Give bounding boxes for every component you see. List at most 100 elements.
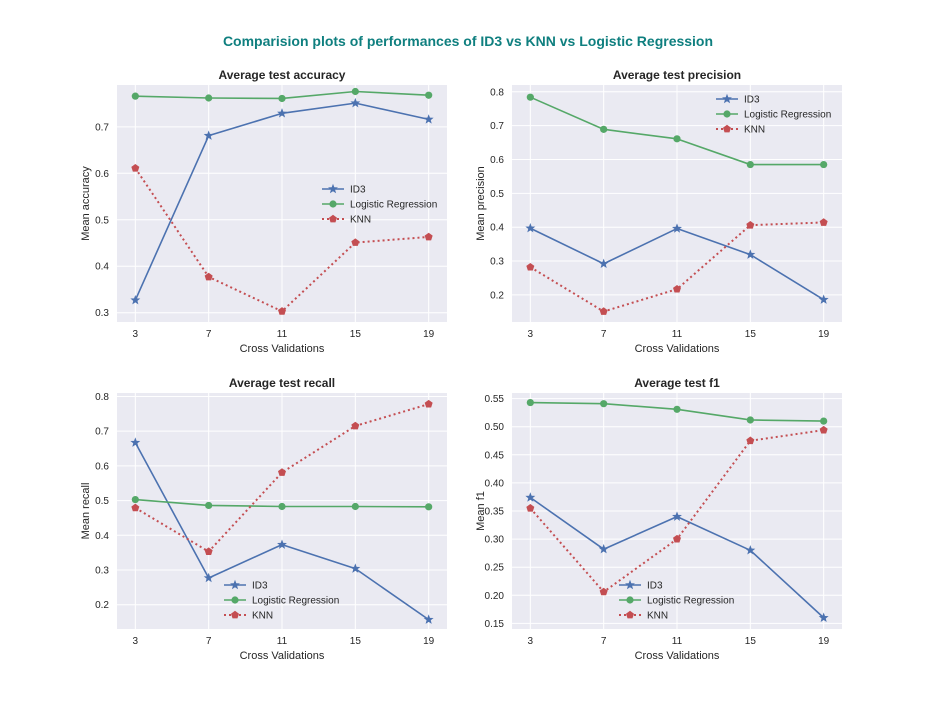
y-tick-label: 0.7: [95, 427, 109, 438]
series-id3: [130, 97, 434, 305]
legend-label: ID3: [744, 95, 760, 106]
x-tick-label: 11: [672, 636, 683, 647]
subplot-title: Average test f1: [634, 376, 720, 390]
y-tick-label: 0.30: [485, 535, 505, 546]
legend-marker: [231, 596, 239, 604]
data-point: [351, 421, 360, 430]
data-point: [820, 160, 828, 169]
data-point: [131, 92, 139, 100]
legend-label: KNN: [350, 215, 371, 226]
data-point: [278, 502, 286, 511]
data-point: [130, 294, 141, 305]
data-point: [526, 503, 535, 512]
subplot-title: Average test recall: [229, 376, 335, 390]
x-tick-label: 15: [745, 329, 757, 340]
series-knn: [526, 218, 828, 315]
x-tick-label: 19: [818, 636, 830, 647]
data-point: [278, 94, 286, 103]
x-tick-label: 3: [528, 636, 534, 647]
y-tick-label: 0.25: [485, 563, 505, 574]
legend-label: KNN: [647, 611, 668, 622]
data-point: [598, 544, 609, 554]
y-tick-label: 0.8: [490, 87, 504, 98]
x-tick-label: 15: [350, 329, 362, 340]
y-tick-label: 0.45: [485, 450, 505, 461]
data-point: [351, 502, 359, 511]
data-point: [746, 436, 755, 445]
data-point: [745, 545, 756, 555]
legend: ID3 Logistic Regression KNN: [716, 93, 831, 136]
series-logistic-regression: [131, 87, 433, 103]
legend-marker: [723, 110, 731, 118]
legend-label: ID3: [252, 581, 268, 592]
chart-panel-4: 3 7 11 15 19 0.15 0.20 0.25 0.30 0.35 0.40 0.45 0.50…: [475, 376, 842, 662]
chart-panel-3: 3 7 11 15 19 0.2 0.3 0.4 0.5 0.6 0.7 0.8 Average tes…: [80, 376, 447, 662]
series-line: [134, 403, 429, 553]
y-axis-label: Mean accuracy: [80, 166, 92, 241]
data-point: [818, 612, 829, 622]
data-point: [673, 405, 681, 413]
data-point: [278, 307, 286, 315]
legend-marker: [723, 124, 731, 133]
y-tick-label: 0.8: [95, 392, 109, 403]
series-id3: [525, 492, 829, 622]
legend-marker: [625, 579, 635, 590]
y-axis-label: Mean f1: [475, 491, 487, 531]
legend-marker: [231, 610, 239, 619]
data-point: [351, 238, 360, 246]
y-tick-label: 0.55: [485, 394, 505, 405]
data-point: [525, 223, 536, 233]
data-point: [203, 130, 214, 140]
y-tick-label: 0.15: [485, 619, 505, 630]
legend-label: Logistic Regression: [647, 596, 734, 607]
y-tick-label: 0.4: [490, 223, 504, 234]
data-point: [525, 492, 536, 502]
data-point: [746, 416, 754, 424]
legend-label: Logistic Regression: [350, 200, 437, 211]
data-point: [203, 572, 214, 583]
y-tick-label: 0.3: [95, 566, 109, 577]
x-tick-label: 19: [423, 636, 435, 647]
data-point: [598, 258, 609, 268]
data-point: [425, 503, 433, 511]
data-point: [351, 87, 359, 96]
data-point: [818, 294, 829, 304]
data-point: [672, 511, 682, 521]
data-point: [205, 501, 213, 510]
y-tick-label: 0.50: [485, 422, 505, 433]
series-knn: [526, 425, 828, 596]
y-tick-label: 0.6: [95, 461, 109, 472]
x-axis-label: Cross Validations: [635, 343, 720, 355]
legend-marker: [329, 214, 337, 223]
y-axis-label: Mean recall: [80, 483, 92, 540]
data-point: [526, 398, 534, 407]
legend-label: Logistic Regression: [744, 110, 831, 121]
x-tick-label: 3: [133, 329, 139, 340]
chart-panel-2: 3 7 11 15 19 0.2 0.3 0.4 0.5 0.6 0.7 0.8 Average tes…: [475, 68, 842, 355]
subplot-title: Average test precision: [613, 68, 741, 82]
data-point: [819, 218, 828, 226]
y-tick-label: 0.5: [95, 215, 109, 226]
data-point: [131, 503, 140, 512]
data-point: [205, 94, 213, 102]
data-point: [673, 284, 681, 293]
x-tick-label: 11: [672, 329, 683, 340]
data-point: [600, 400, 608, 408]
data-point: [131, 495, 139, 504]
x-tick-label: 7: [601, 329, 607, 340]
chart-panel-1: 3 7 11 15 19 0.3 0.4 0.5 0.6 0.7 Average test accu…: [80, 68, 447, 355]
legend-label: ID3: [350, 185, 366, 196]
legend-marker: [626, 596, 634, 604]
y-tick-label: 0.7: [95, 122, 109, 133]
data-point: [746, 220, 755, 229]
x-tick-label: 11: [277, 329, 288, 340]
series-id3: [525, 223, 829, 304]
y-tick-label: 0.2: [490, 290, 504, 301]
y-tick-label: 0.40: [485, 478, 505, 489]
data-point: [672, 223, 682, 233]
x-axis-label: Cross Validations: [635, 650, 720, 662]
x-axis-label: Cross Validations: [240, 650, 325, 662]
data-point: [350, 563, 361, 573]
legend-marker: [230, 579, 240, 590]
